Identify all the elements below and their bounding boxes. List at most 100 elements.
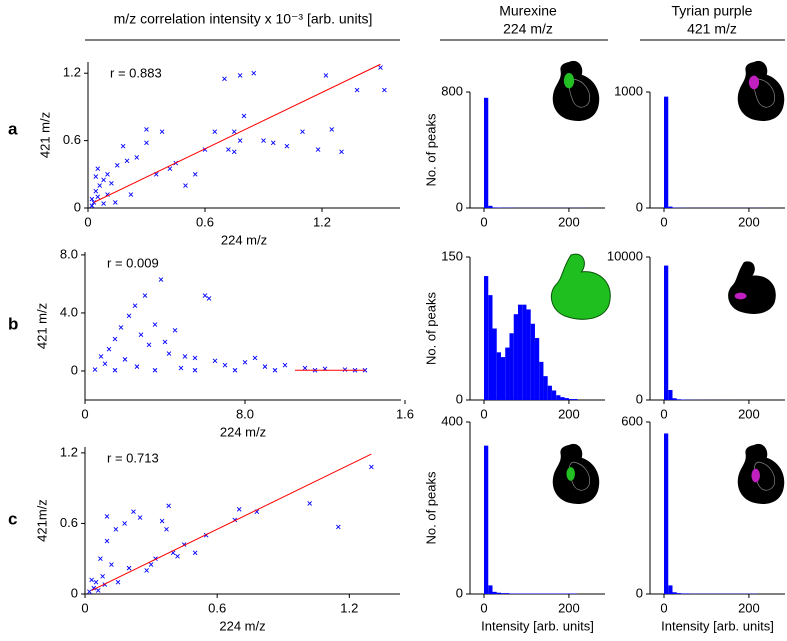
point <box>95 194 101 200</box>
point <box>101 201 106 206</box>
point <box>237 138 243 143</box>
x-tick-label: 0 <box>480 600 487 615</box>
point <box>162 339 168 345</box>
point <box>164 527 169 532</box>
tissue-image <box>550 253 611 320</box>
point <box>192 355 198 361</box>
point <box>242 359 248 365</box>
point <box>122 521 127 526</box>
point <box>336 524 341 530</box>
point <box>148 562 154 567</box>
x-tick-label: 8.0 <box>236 406 254 421</box>
y-axis-label: No. of peaks <box>423 292 438 365</box>
x-tick-label: 200 <box>738 600 760 615</box>
bar <box>664 96 669 208</box>
y-tick-label: 0 <box>71 362 78 377</box>
x-tick-label: 0 <box>660 406 667 421</box>
bar <box>676 399 681 400</box>
point <box>144 127 149 132</box>
point <box>354 87 360 93</box>
point <box>92 367 98 372</box>
point <box>202 293 208 298</box>
y-axis-label: No. of peaks <box>423 471 438 544</box>
x-tick-label: 0 <box>660 214 667 229</box>
point <box>315 147 321 152</box>
point <box>91 200 97 205</box>
point <box>142 293 148 298</box>
x-axis-label: 224 m/z <box>219 618 265 633</box>
point <box>369 464 374 470</box>
point <box>106 346 112 352</box>
bar <box>500 357 506 400</box>
point <box>112 336 118 342</box>
y-tick-label: 1.2 <box>60 444 78 459</box>
point <box>97 183 103 188</box>
point <box>102 361 108 367</box>
bar <box>539 361 544 400</box>
bar <box>509 333 514 400</box>
panel-label: b <box>8 314 18 333</box>
point <box>101 177 106 183</box>
y-tick-label: 8.0 <box>60 246 78 261</box>
bar <box>488 205 493 208</box>
x-tick-label: 200 <box>558 406 580 421</box>
bar <box>496 352 501 400</box>
point <box>329 127 335 132</box>
point <box>128 192 134 197</box>
point <box>118 325 124 330</box>
point <box>138 332 144 338</box>
point <box>183 183 188 188</box>
x-tick-label: 200 <box>558 214 580 229</box>
y-axis-label: 421m/z <box>34 499 49 542</box>
point <box>105 171 110 177</box>
bar <box>564 398 569 400</box>
bar <box>505 347 510 400</box>
y-tick-label: 150 <box>441 248 463 263</box>
point <box>166 351 172 356</box>
point <box>300 129 305 134</box>
point <box>98 556 103 562</box>
bar <box>517 304 523 400</box>
point <box>113 527 119 532</box>
point <box>192 550 198 556</box>
bar <box>492 328 497 400</box>
point <box>91 585 97 591</box>
x-tick-label: 1.2 <box>340 600 358 615</box>
bar <box>534 338 540 400</box>
x-axis-label: 224 m/z <box>220 424 266 439</box>
point <box>115 579 121 585</box>
point <box>382 87 387 93</box>
point <box>237 73 243 78</box>
y-axis-label: 421 m/z <box>34 303 49 349</box>
point <box>175 554 180 559</box>
point <box>93 174 99 179</box>
point <box>178 365 184 371</box>
x-tick-label: 0 <box>480 406 487 421</box>
point <box>137 515 143 520</box>
point <box>206 296 212 301</box>
bar <box>573 399 578 400</box>
y-tick-label: 0 <box>636 391 643 406</box>
point <box>89 577 94 583</box>
bar <box>484 445 489 594</box>
tissue-image <box>737 60 785 122</box>
x-tick-label: 0.6 <box>208 600 226 615</box>
point <box>134 155 140 160</box>
point <box>126 313 132 319</box>
y-tick-label: 0 <box>74 199 81 214</box>
point <box>261 138 266 143</box>
y-tick-label: 10000 <box>607 248 643 263</box>
point <box>100 574 105 579</box>
bar <box>568 399 574 400</box>
point <box>302 365 308 371</box>
panel-label: c <box>8 509 17 528</box>
point <box>212 358 218 364</box>
annotation: r = 0.009 <box>107 255 159 270</box>
x-tick-label: 200 <box>738 406 760 421</box>
bar <box>668 206 673 208</box>
bar <box>676 593 681 594</box>
header-title: Tyrian purple <box>672 3 753 19</box>
tissue-image <box>552 60 600 122</box>
annotation: r = 0.883 <box>110 65 162 80</box>
